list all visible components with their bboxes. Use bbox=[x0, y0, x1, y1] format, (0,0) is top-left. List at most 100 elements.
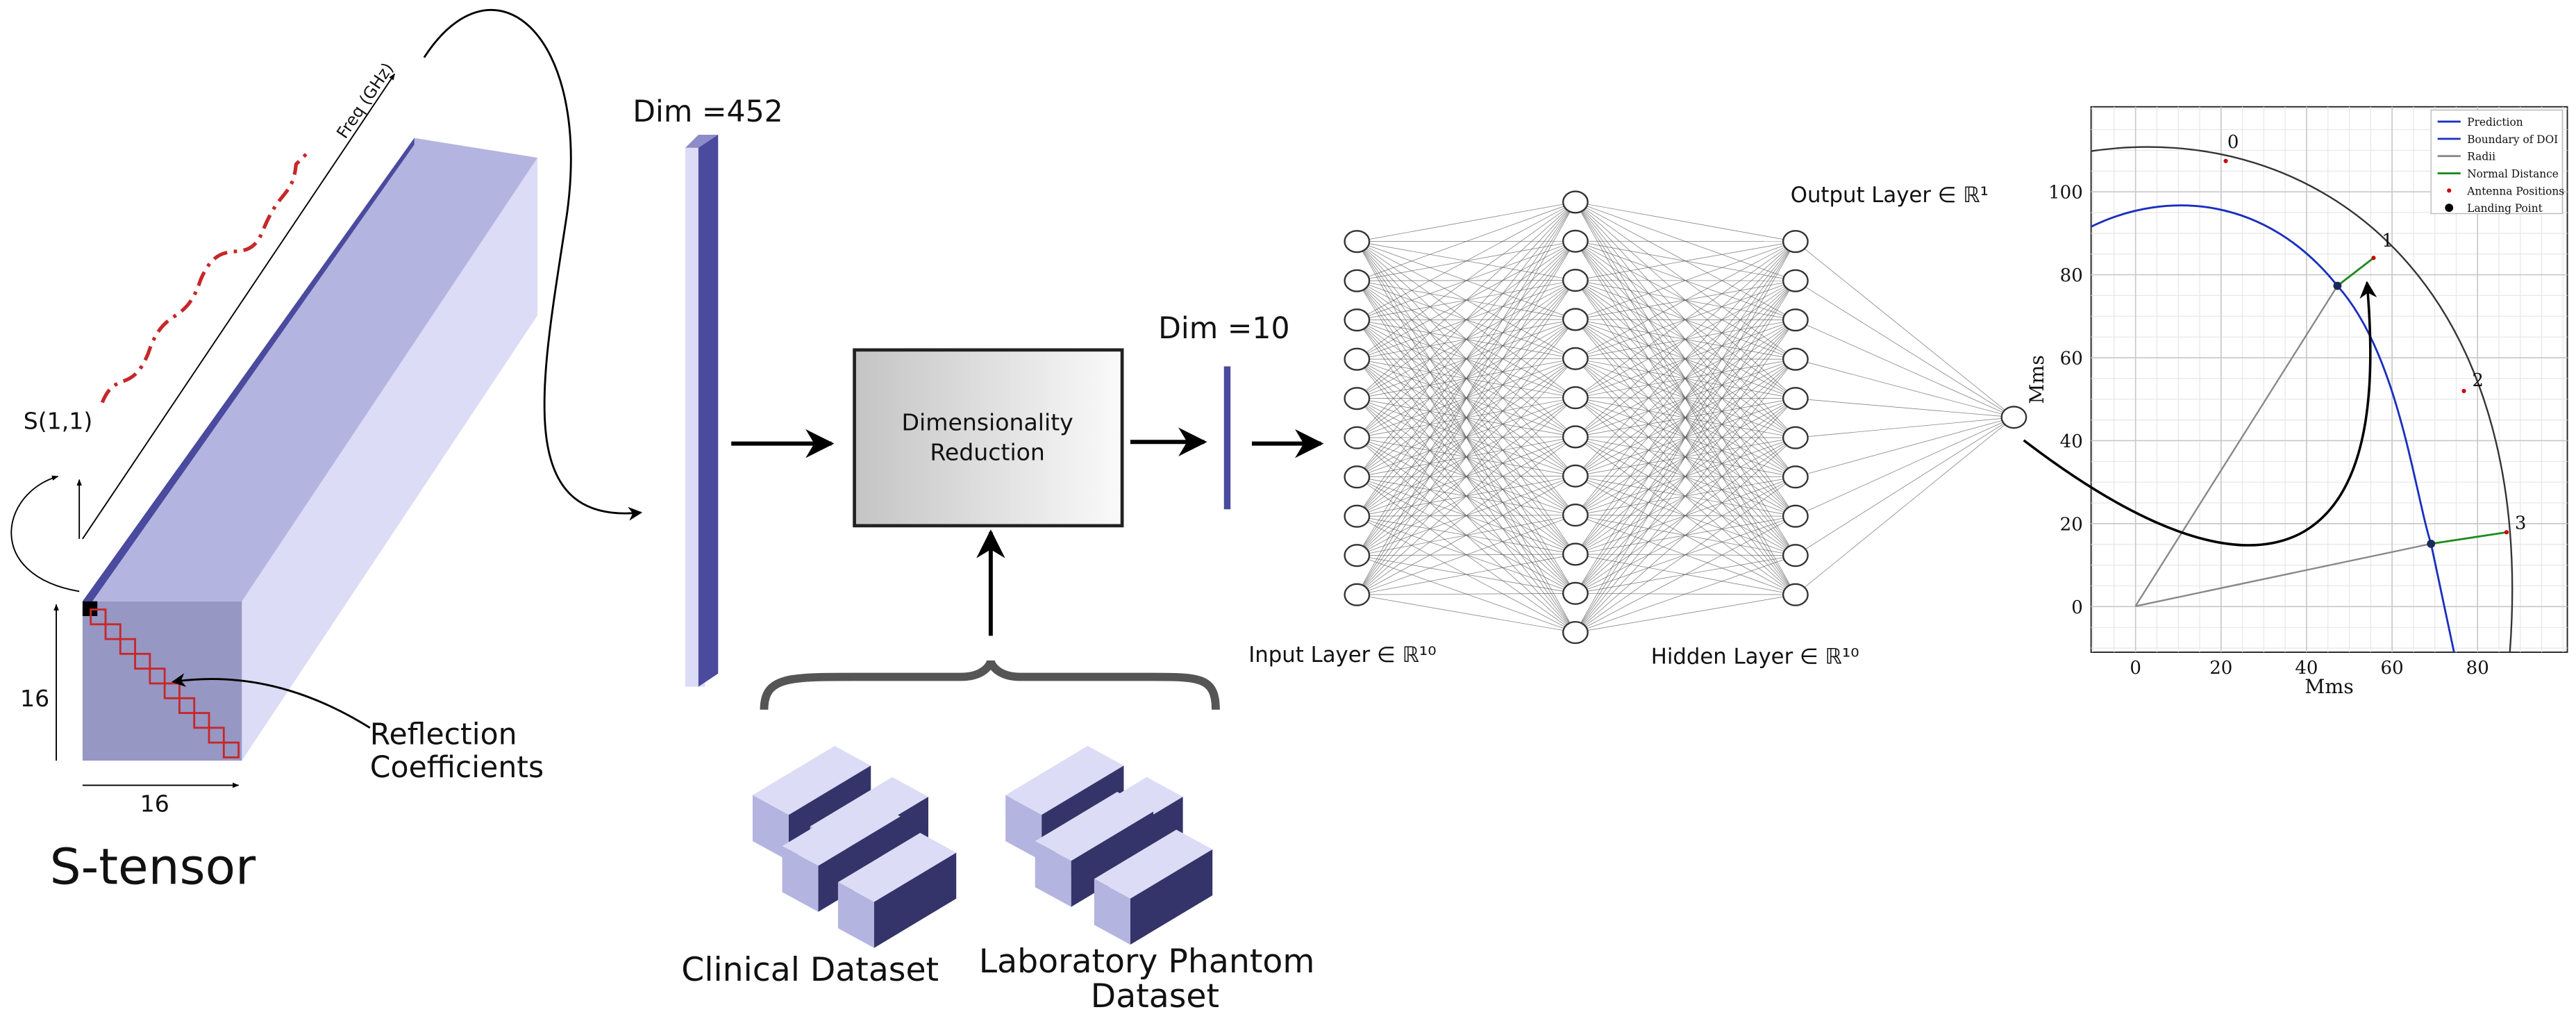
connection bbox=[1357, 436, 1576, 595]
neuron bbox=[1562, 621, 1589, 645]
legend-label: Boundary of DOI bbox=[2467, 133, 2558, 146]
connection bbox=[1357, 358, 1576, 595]
neuron bbox=[1562, 504, 1589, 527]
block-front bbox=[752, 795, 789, 861]
legend-label: Prediction bbox=[2467, 116, 2523, 128]
block-top bbox=[837, 833, 957, 902]
connection bbox=[1357, 594, 1575, 633]
neuron bbox=[1562, 542, 1589, 566]
connection bbox=[1575, 241, 1796, 594]
reflection-cell bbox=[222, 741, 240, 758]
connection bbox=[1795, 320, 2014, 418]
neuron bbox=[1562, 347, 1589, 370]
reflection-cell bbox=[90, 608, 107, 626]
connection bbox=[1357, 515, 1576, 595]
block-front bbox=[1094, 879, 1130, 945]
connection bbox=[1795, 398, 2014, 418]
s-tensor: S(1,1) Freq (GHz) 16 16 Reflection Coeff… bbox=[10, 8, 643, 896]
connection bbox=[1357, 201, 1575, 242]
neuron bbox=[1562, 581, 1589, 605]
connection bbox=[1575, 201, 1796, 242]
antenna-label: 0 bbox=[2227, 132, 2239, 153]
neuron bbox=[1782, 269, 1809, 292]
reflection-cell bbox=[119, 638, 137, 655]
antenna-label: 3 bbox=[2515, 513, 2527, 534]
plot: 0 20 40 60 80 0 20 40 60 80 100 0 1 2 3 Prediction… bbox=[2025, 106, 2568, 698]
reduction-label: Dimensionality bbox=[902, 409, 1073, 436]
connection bbox=[1575, 241, 1796, 515]
block-top bbox=[1094, 829, 1213, 899]
connection bbox=[1795, 358, 2014, 418]
connection bbox=[1575, 476, 1796, 633]
connection bbox=[1795, 241, 2014, 418]
neuron bbox=[1782, 230, 1809, 254]
connection bbox=[1575, 241, 1796, 476]
reflection-cell bbox=[193, 712, 210, 729]
y-tick-label: 0 bbox=[2071, 597, 2083, 618]
connection bbox=[1357, 201, 1576, 281]
connection bbox=[1795, 417, 2014, 438]
neuron bbox=[1782, 504, 1809, 528]
legend-swatch bbox=[2447, 188, 2452, 193]
connection bbox=[1795, 417, 2014, 556]
legend-label: Landing Point bbox=[2467, 202, 2543, 215]
x-tick-label: 40 bbox=[2295, 658, 2318, 679]
legend-swatch bbox=[2445, 204, 2454, 213]
network bbox=[1344, 190, 2027, 645]
block-side bbox=[873, 852, 957, 948]
connection bbox=[1575, 241, 1796, 320]
neuron bbox=[1782, 465, 1809, 489]
connection bbox=[1575, 241, 1796, 281]
connection bbox=[1575, 280, 1796, 633]
reflection-label: Reflection bbox=[370, 717, 517, 752]
y-tick-label: 20 bbox=[2060, 514, 2083, 535]
connection bbox=[1575, 320, 1796, 633]
x-tick-label: 60 bbox=[2381, 658, 2404, 679]
reflection-cell bbox=[149, 667, 166, 685]
reflection-cell bbox=[178, 697, 196, 714]
block-side bbox=[1071, 811, 1154, 907]
x-tick-label: 80 bbox=[2466, 658, 2489, 679]
phantom-label: Dataset bbox=[1091, 977, 1219, 1012]
block-front bbox=[782, 846, 819, 912]
connection bbox=[1575, 241, 1796, 555]
neuron bbox=[1562, 229, 1589, 253]
neuron bbox=[1562, 190, 1589, 214]
freq-label: Freq (GHz) bbox=[333, 59, 397, 142]
block-front bbox=[1035, 841, 1071, 907]
reflection-cell bbox=[134, 652, 151, 670]
connection bbox=[1575, 241, 1796, 398]
connection bbox=[1357, 319, 1576, 595]
legend-label: Radii bbox=[2467, 151, 2495, 163]
s-tensor-title: S-tensor bbox=[50, 838, 256, 896]
legend-label: Normal Distance bbox=[2467, 167, 2559, 180]
block-front bbox=[1005, 795, 1042, 861]
connection bbox=[1575, 555, 1796, 633]
neuron bbox=[2000, 406, 2027, 429]
connection bbox=[1357, 201, 1576, 360]
connection bbox=[1575, 437, 1796, 633]
connection bbox=[1575, 241, 1796, 359]
neuron bbox=[1344, 465, 1371, 489]
neuron bbox=[1344, 504, 1371, 528]
y-tick-label: 60 bbox=[2060, 348, 2083, 369]
dataset-icons bbox=[752, 745, 1213, 948]
clinical-label: Clinical Dataset bbox=[681, 951, 939, 989]
connection bbox=[1575, 398, 1796, 633]
output-layer-label: Output Layer ∈ ℝ¹ bbox=[1791, 183, 1989, 208]
neuron bbox=[1562, 308, 1589, 331]
x-axis-label: Mms bbox=[2305, 675, 2354, 698]
connection bbox=[1357, 201, 1576, 477]
reflection-cell bbox=[104, 623, 122, 640]
neuron bbox=[1344, 426, 1371, 449]
neuron bbox=[1562, 269, 1589, 292]
dim-bottom: 16 bbox=[140, 790, 169, 817]
connection bbox=[1575, 515, 1796, 633]
connection bbox=[1357, 201, 1576, 438]
connection bbox=[1356, 241, 1576, 595]
connection bbox=[1357, 554, 1575, 595]
connection bbox=[1795, 417, 2014, 478]
connection bbox=[1795, 280, 2014, 418]
x-tick-label: 0 bbox=[2130, 658, 2141, 679]
